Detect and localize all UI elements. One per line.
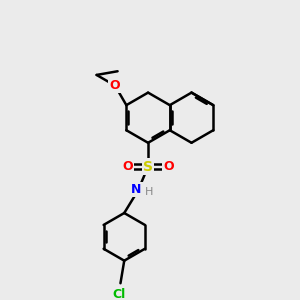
Text: O: O — [163, 160, 174, 173]
Text: O: O — [122, 160, 133, 173]
Text: H: H — [145, 188, 153, 197]
Text: Cl: Cl — [112, 288, 125, 300]
Text: N: N — [131, 183, 141, 196]
Text: O: O — [110, 79, 120, 92]
Text: S: S — [143, 160, 153, 174]
